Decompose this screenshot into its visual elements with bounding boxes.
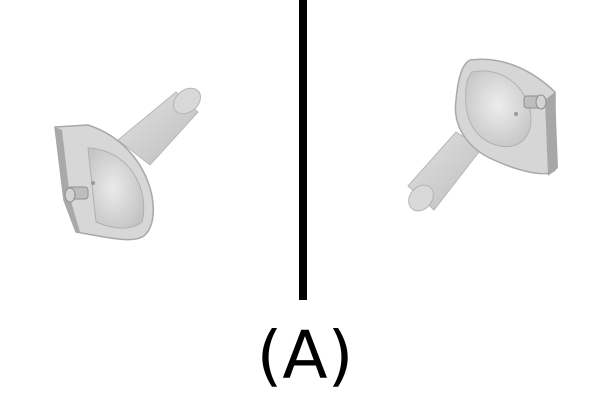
- right-view: [310, 0, 610, 300]
- pedestal-column: [407, 131, 483, 212]
- faucet: [64, 186, 89, 203]
- pedestal-sink-left: [54, 87, 201, 241]
- pedestal-sink-right: [407, 58, 558, 212]
- faucet: [523, 94, 547, 110]
- divider-line: [299, 0, 307, 300]
- panel-label: (A): [256, 317, 354, 394]
- left-view: [0, 0, 300, 300]
- basin: [54, 124, 154, 241]
- basin: [454, 58, 558, 176]
- pedestal-column: [117, 87, 201, 166]
